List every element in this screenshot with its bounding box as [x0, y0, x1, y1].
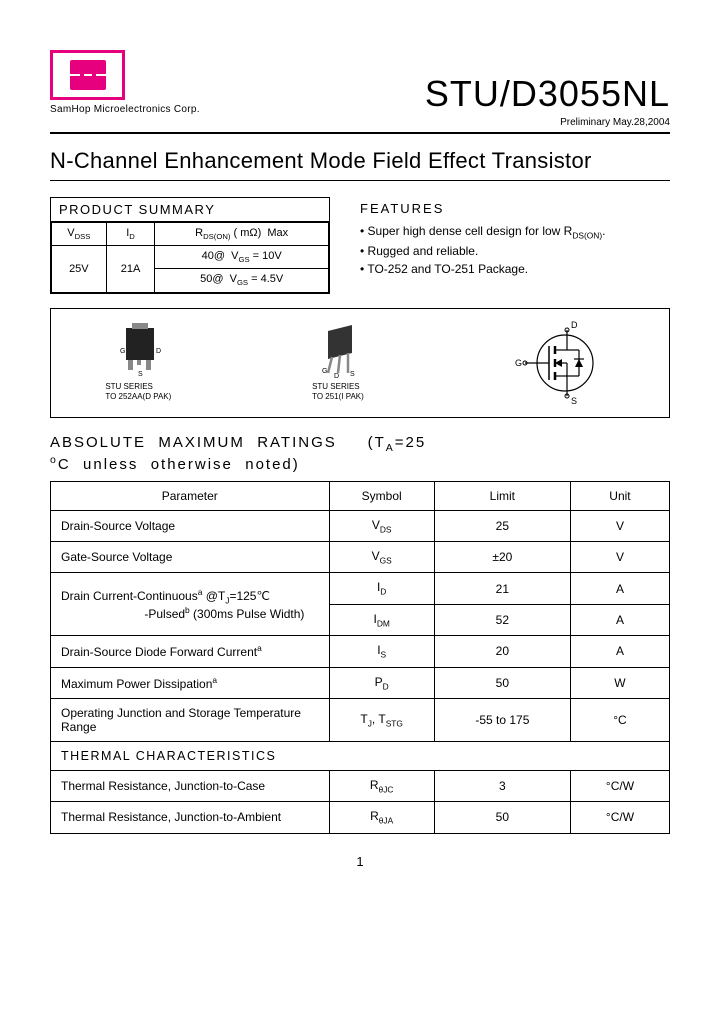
- company-logo-icon: [50, 50, 125, 100]
- product-summary-box: PRODUCT SUMMARY VDSS ID RDS(ON) ( mΩ) Ma…: [50, 197, 330, 294]
- table-row: Gate-Source Voltage VGS ±20 V: [51, 541, 670, 572]
- col-unit: Unit: [570, 481, 669, 510]
- packages-box: G D S STU SERIES TO 252AA(D PAK) G D S S…: [50, 308, 670, 418]
- page: SamHop Microelectronics Corp. STU/D3055N…: [0, 0, 720, 1012]
- table-row: Drain Current-Continuousa @TJ=125℃ -Puls…: [51, 573, 670, 604]
- col-parameter: Parameter: [51, 481, 330, 510]
- table-row: Thermal Resistance, Junction-to-Ambient …: [51, 802, 670, 833]
- product-summary-table: VDSS ID RDS(ON) ( mΩ) Max 25V 21A 40@ VG…: [51, 222, 329, 293]
- col-id: ID: [106, 223, 155, 246]
- id-value: 21A: [106, 246, 155, 292]
- package-dpak: G D S STU SERIES TO 252AA(D PAK): [105, 323, 171, 401]
- divider: [50, 132, 670, 134]
- table-row: Thermal Resistance, Junction-to-Case RθJ…: [51, 770, 670, 801]
- preliminary-date: Preliminary May.28,2004: [50, 117, 670, 128]
- part-number: STU/D3055NL: [425, 73, 670, 115]
- summary-features-row: PRODUCT SUMMARY VDSS ID RDS(ON) ( mΩ) Ma…: [50, 197, 670, 294]
- pin-g: G: [515, 358, 522, 368]
- ratings-table: Parameter Symbol Limit Unit Drain-Source…: [50, 481, 670, 834]
- col-rds: RDS(ON) ( mΩ) Max: [155, 223, 329, 246]
- mosfet-symbol: G D S: [505, 318, 615, 408]
- package-ipak: G D S STU SERIES TO 251(I PAK): [308, 323, 368, 401]
- header-right: STU/D3055NL: [425, 73, 670, 115]
- pin-s: S: [571, 396, 577, 406]
- features-block: FEATURES Super high dense cell design fo…: [360, 197, 605, 280]
- svg-text:S: S: [138, 371, 143, 378]
- page-title: N-Channel Enhancement Mode Field Effect …: [50, 148, 670, 174]
- col-limit: Limit: [434, 481, 570, 510]
- feature-item: Rugged and reliable.: [360, 244, 605, 258]
- svg-text:D: D: [156, 348, 161, 355]
- pin-d: D: [571, 320, 578, 330]
- dpak-icon: G D S: [108, 323, 168, 378]
- ipak-icon: G D S: [308, 323, 368, 378]
- pkg2-line1: STU SERIES: [312, 382, 360, 391]
- svg-text:S: S: [350, 371, 355, 378]
- features-heading: FEATURES: [360, 201, 605, 216]
- vdss-value: 25V: [52, 246, 107, 292]
- abs-max-heading: ABSOLUTE MAXIMUM RATINGS (TA=25 oC unles…: [50, 434, 670, 473]
- col-symbol: Symbol: [329, 481, 434, 510]
- logo-block: SamHop Microelectronics Corp.: [50, 50, 200, 115]
- table-row: Drain-Source Voltage VDS 25 V: [51, 510, 670, 541]
- company-name: SamHop Microelectronics Corp.: [50, 104, 200, 115]
- divider: [50, 180, 670, 181]
- svg-text:G: G: [322, 368, 327, 375]
- pkg2-line2: TO 251(I PAK): [312, 392, 364, 401]
- rds-value-2: 50@ VGS = 4.5V: [155, 269, 329, 292]
- rds-value-1: 40@ VGS = 10V: [155, 246, 329, 269]
- page-number: 1: [50, 854, 670, 869]
- thermal-heading-row: THERMAL CHARACTERISTICS: [51, 741, 670, 770]
- table-row: Maximum Power Dissipationa PD 50 W: [51, 667, 670, 698]
- header: SamHop Microelectronics Corp. STU/D3055N…: [50, 50, 670, 115]
- table-row: Drain-Source Diode Forward Currenta IS 2…: [51, 636, 670, 667]
- feature-item: TO-252 and TO-251 Package.: [360, 262, 605, 276]
- product-summary-heading: PRODUCT SUMMARY: [51, 198, 329, 222]
- feature-item: Super high dense cell design for low RDS…: [360, 224, 605, 240]
- pkg1-line1: STU SERIES: [105, 382, 153, 391]
- mosfet-symbol-icon: G D S: [505, 318, 615, 408]
- svg-text:G: G: [120, 348, 125, 355]
- pkg1-line2: TO 252AA(D PAK): [105, 392, 171, 401]
- table-row: Operating Junction and Storage Temperatu…: [51, 698, 670, 741]
- svg-text:D: D: [334, 373, 339, 378]
- col-vdss: VDSS: [52, 223, 107, 246]
